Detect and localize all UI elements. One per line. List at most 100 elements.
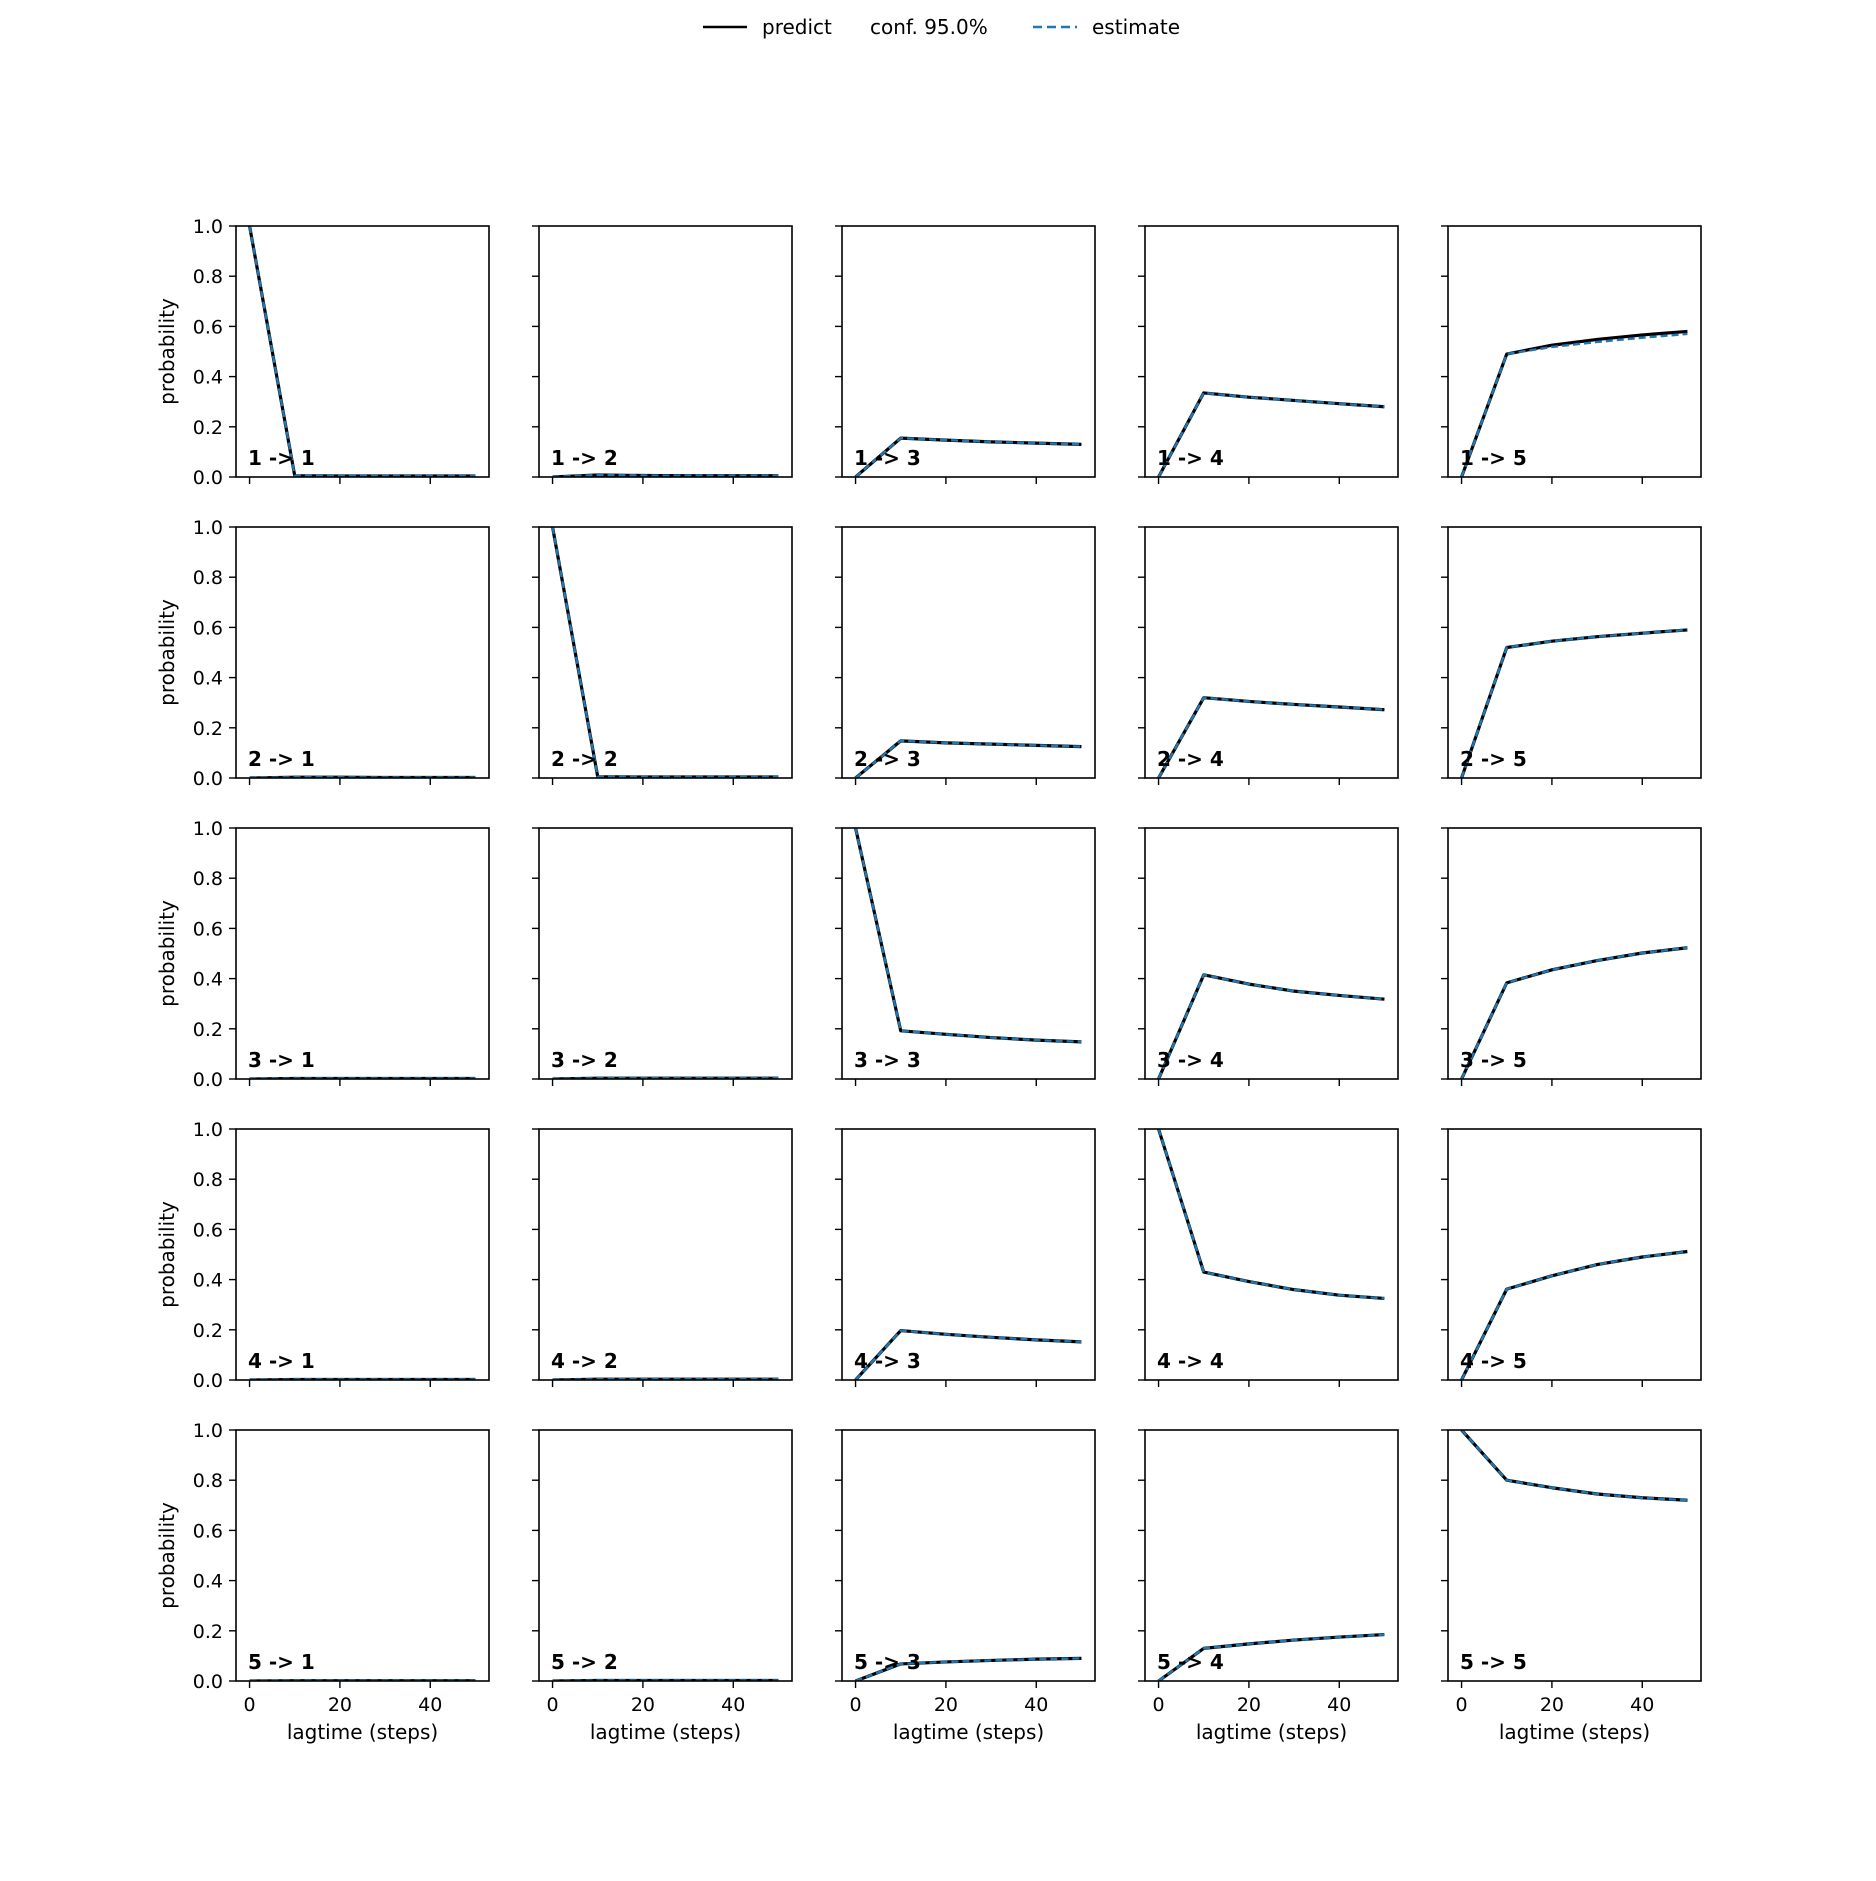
panel-2-5: 2 -> 5 [1441, 527, 1701, 785]
x-axis-label: lagtime (steps) [287, 1720, 438, 1744]
panel-frame [1448, 1430, 1701, 1681]
y-tick-label: 0.6 [193, 1219, 223, 1241]
panel-label: 4 -> 5 [1460, 1349, 1527, 1373]
panel-3-4: 3 -> 4 [1138, 828, 1398, 1086]
panel-label: 5 -> 5 [1460, 1650, 1527, 1674]
panel-series [1462, 1430, 1688, 1500]
series-line-estimate [856, 828, 1082, 1042]
panel-series [250, 226, 476, 476]
panel-label: 3 -> 2 [551, 1048, 618, 1072]
panel-grid: 0.0 0.2 0.4 0.6 0.8 1.0 probability 1 -> 1 1 -> … [155, 216, 1701, 1744]
y-tick-label: 1.0 [193, 1420, 223, 1442]
y-tick-label: 0.8 [193, 567, 223, 589]
legend-label-1: conf. 95.0% [870, 15, 988, 39]
x-tick-label: 0 [1153, 1694, 1165, 1716]
panel-label: 3 -> 1 [248, 1048, 315, 1072]
panel-frame [1448, 226, 1701, 477]
panel-label: 2 -> 1 [248, 747, 315, 771]
panel-frame [1145, 226, 1398, 477]
panel-label: 2 -> 3 [854, 747, 921, 771]
y-tick-label: 0.0 [193, 1069, 223, 1091]
panel-label: 2 -> 2 [551, 747, 618, 771]
y-tick-label: 0.0 [193, 1671, 223, 1693]
y-tick-label: 0.4 [193, 969, 223, 991]
panel-frame [236, 1430, 489, 1681]
panel-label: 4 -> 4 [1157, 1349, 1224, 1373]
panel-label: 3 -> 4 [1157, 1048, 1224, 1072]
legend-label-2: estimate [1092, 15, 1180, 39]
y-axis-label: probability [155, 1502, 179, 1609]
y-tick-label: 0.8 [193, 1470, 223, 1492]
panel-2-2: 2 -> 2 [532, 527, 792, 785]
panel-4-4: 4 -> 4 [1138, 1129, 1398, 1387]
y-tick-label: 0.8 [193, 1169, 223, 1191]
panel-label: 5 -> 4 [1157, 1650, 1224, 1674]
y-tick-label: 0.8 [193, 266, 223, 288]
panel-label: 1 -> 1 [248, 446, 315, 470]
y-tick-label: 1.0 [193, 818, 223, 840]
panel-frame [1145, 828, 1398, 1079]
y-tick-label: 0.0 [193, 467, 223, 489]
panel-4-5: 4 -> 5 [1441, 1129, 1701, 1387]
panel-series [856, 828, 1082, 1042]
panel-3-2: 3 -> 2 [532, 828, 792, 1086]
series-line-predict [856, 828, 1082, 1042]
y-tick-label: 1.0 [193, 216, 223, 238]
panel-2-4: 2 -> 4 [1138, 527, 1398, 785]
y-tick-label: 0.2 [193, 1621, 223, 1643]
panel-label: 4 -> 1 [248, 1349, 315, 1373]
panel-label: 1 -> 5 [1460, 446, 1527, 470]
y-tick-label: 0.0 [193, 1370, 223, 1392]
x-tick-label: 40 [1630, 1694, 1654, 1716]
panel-series [553, 527, 779, 777]
x-axis-label: lagtime (steps) [893, 1720, 1044, 1744]
x-tick-label: 0 [850, 1694, 862, 1716]
panel-2-3: 2 -> 3 [835, 527, 1095, 785]
panel-frame [1145, 1129, 1398, 1380]
panel-frame [1448, 828, 1701, 1079]
panel-frame [1448, 527, 1701, 778]
panel-label: 1 -> 4 [1157, 446, 1224, 470]
series-line-estimate [1159, 1129, 1385, 1298]
panel-label: 2 -> 4 [1157, 747, 1224, 771]
y-tick-label: 0.6 [193, 617, 223, 639]
series-line-predict [553, 527, 779, 777]
panel-frame [539, 1430, 792, 1681]
panel-frame [539, 1129, 792, 1380]
panel-frame [539, 226, 792, 477]
panel-frame [236, 1129, 489, 1380]
x-tick-label: 40 [1327, 1694, 1351, 1716]
x-tick-label: 40 [418, 1694, 442, 1716]
panel-3-3: 3 -> 3 [835, 828, 1095, 1086]
y-tick-label: 0.4 [193, 1270, 223, 1292]
panel-frame [539, 828, 792, 1079]
y-tick-label: 0.0 [193, 768, 223, 790]
x-axis-label: lagtime (steps) [1196, 1720, 1347, 1744]
panel-label: 2 -> 5 [1460, 747, 1527, 771]
series-line-estimate [1462, 1430, 1688, 1500]
y-tick-label: 0.6 [193, 1520, 223, 1542]
x-tick-label: 20 [1237, 1694, 1261, 1716]
panel-label: 5 -> 1 [248, 1650, 315, 1674]
panel-label: 3 -> 5 [1460, 1048, 1527, 1072]
x-tick-label: 40 [721, 1694, 745, 1716]
y-axis-label: probability [155, 599, 179, 706]
panel-1-5: 1 -> 5 [1441, 226, 1701, 484]
x-tick-label: 20 [631, 1694, 655, 1716]
panel-label: 1 -> 3 [854, 446, 921, 470]
panel-label: 1 -> 2 [551, 446, 618, 470]
panel-label: 5 -> 3 [854, 1650, 921, 1674]
y-tick-label: 0.4 [193, 1571, 223, 1593]
panel-label: 5 -> 2 [551, 1650, 618, 1674]
